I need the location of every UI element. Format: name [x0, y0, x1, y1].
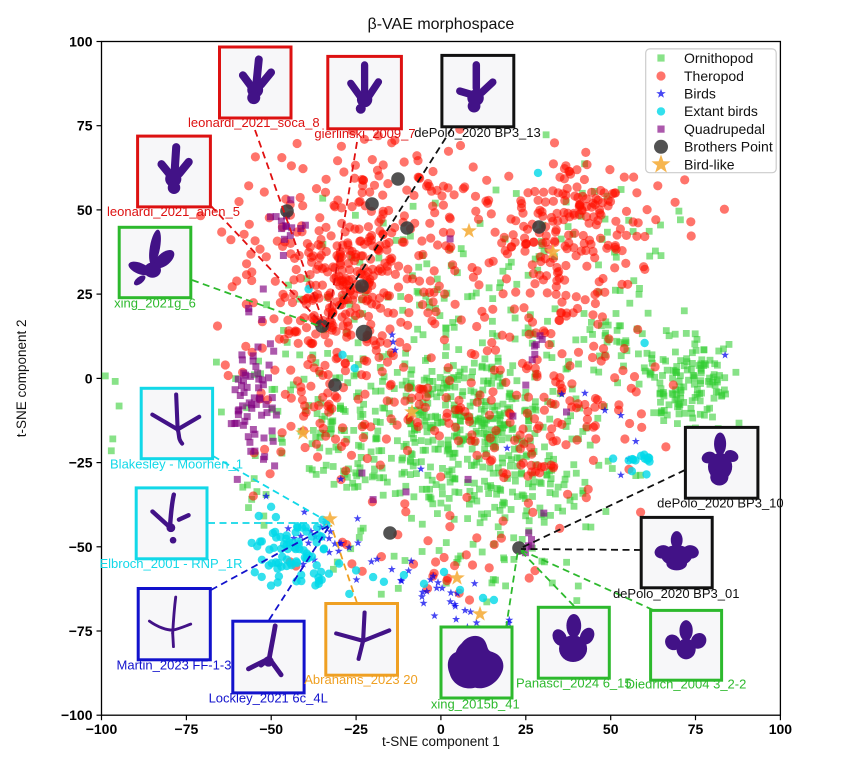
svg-text:Extant birds: Extant birds: [684, 103, 758, 119]
svg-text:Abrahams_2023 20: Abrahams_2023 20: [304, 672, 417, 687]
svg-text:Lockley_2021 6c_4L: Lockley_2021 6c_4L: [209, 691, 328, 706]
svg-text:xing_2021g_6: xing_2021g_6: [114, 296, 196, 311]
svg-text:Martin_2023 FF-1-3: Martin_2023 FF-1-3: [117, 658, 232, 673]
svg-text:0: 0: [85, 370, 93, 386]
svg-text:Quadrupedal: Quadrupedal: [684, 121, 765, 137]
svg-text:0: 0: [437, 721, 445, 737]
svg-text:Diedrich_2004 3_2-2: Diedrich_2004 3_2-2: [626, 677, 747, 692]
svg-text:Ornithopod: Ornithopod: [684, 50, 753, 66]
svg-text:50: 50: [603, 721, 619, 737]
svg-text:Theropod: Theropod: [684, 68, 744, 84]
svg-text:Elbroch_2001 - RNP_1R: Elbroch_2001 - RNP_1R: [99, 556, 242, 571]
svg-text:25: 25: [518, 721, 534, 737]
svg-text:100: 100: [69, 34, 93, 50]
svg-text:Brothers Point: Brothers Point: [684, 139, 773, 155]
svg-text:25: 25: [77, 286, 93, 302]
svg-text:Birds: Birds: [684, 86, 716, 102]
svg-text:100: 100: [769, 721, 793, 737]
svg-text:−25: −25: [344, 721, 368, 737]
svg-text:−100: −100: [61, 707, 93, 723]
svg-text:t-SNE component 2: t-SNE component 2: [14, 319, 29, 437]
svg-text:−75: −75: [69, 623, 93, 639]
svg-text:Blakesley - Moorhen_1: Blakesley - Moorhen_1: [110, 457, 243, 472]
svg-text:gierlinski_2009_7: gierlinski_2009_7: [314, 126, 415, 141]
svg-text:75: 75: [688, 721, 704, 737]
svg-text:β-VAE morphospace: β-VAE morphospace: [368, 16, 515, 33]
svg-text:−100: −100: [86, 721, 118, 737]
svg-text:xing_2015b_41: xing_2015b_41: [431, 697, 520, 712]
svg-text:Bird-like: Bird-like: [684, 156, 735, 172]
svg-text:dePolo_2020 BP3_01: dePolo_2020 BP3_01: [613, 586, 740, 601]
svg-text:dePolo_2020 BP3_10: dePolo_2020 BP3_10: [657, 496, 784, 511]
svg-text:−50: −50: [69, 539, 93, 555]
svg-text:t-SNE component 1: t-SNE component 1: [382, 734, 500, 749]
svg-text:Panascì_2024 6_15: Panascì_2024 6_15: [516, 676, 632, 691]
svg-text:dePolo_2020 BP3_13: dePolo_2020 BP3_13: [414, 125, 541, 140]
svg-text:−50: −50: [259, 721, 283, 737]
svg-text:−75: −75: [175, 721, 199, 737]
svg-text:leonardi_2021_anen_5: leonardi_2021_anen_5: [107, 204, 240, 219]
svg-text:75: 75: [77, 118, 93, 134]
svg-text:50: 50: [77, 202, 93, 218]
svg-text:−25: −25: [69, 455, 93, 471]
svg-text:leonardi_2021_soca_8: leonardi_2021_soca_8: [188, 115, 320, 130]
